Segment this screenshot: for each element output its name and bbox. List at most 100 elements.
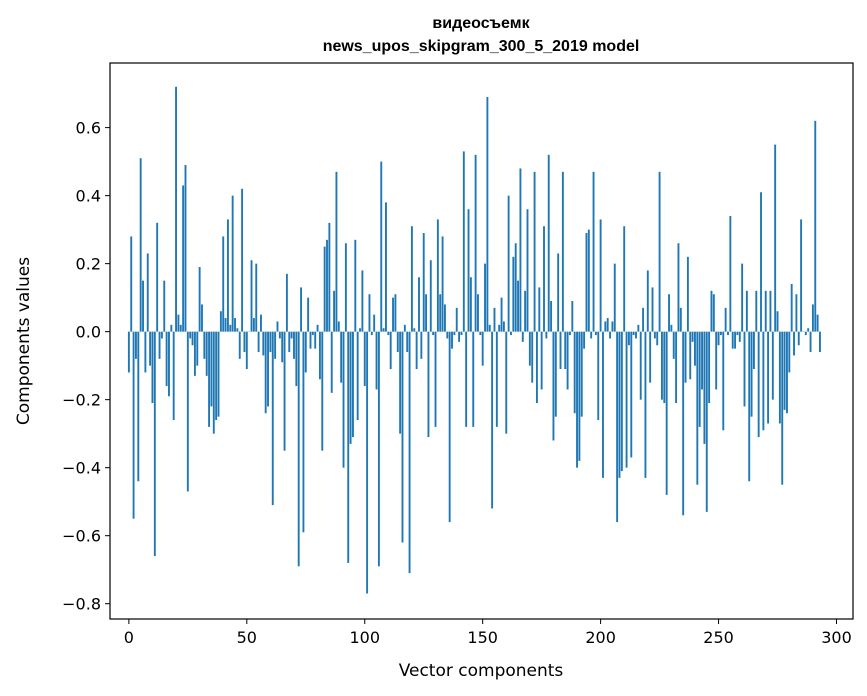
bar-127 [427,331,430,438]
bar-18 [170,324,173,332]
y-tick-label: −0.4 [62,459,101,478]
bar-287 [804,331,807,336]
bar-55 [257,331,260,353]
bar-112 [392,297,394,332]
bar-272 [769,290,772,332]
bar-149 [479,331,482,336]
bar-163 [512,256,515,332]
bar-231 [672,331,675,359]
bar-283 [795,294,798,332]
bar-53 [252,318,255,332]
bar-113 [394,294,397,332]
bar-175 [540,331,543,390]
bar-194 [585,233,588,332]
bar-198 [594,331,597,336]
bar-238 [689,331,692,380]
bar-7 [144,331,147,373]
bar-111 [389,331,392,370]
bar-42 [226,219,229,332]
bar-237 [686,256,689,332]
bar-118 [406,331,409,353]
bar-260 [741,263,744,332]
bar-254 [727,331,729,336]
bar-3 [135,331,137,359]
bar-268 [760,192,762,332]
bar-106 [377,331,380,567]
bar-242 [698,331,701,427]
bar-39 [219,311,222,332]
bar-152 [486,97,489,332]
bar-248 [712,294,715,332]
bar-236 [684,331,687,383]
bar-115 [399,331,402,434]
bar-87 [333,290,336,332]
bar-269 [762,331,765,431]
bar-225 [658,171,661,332]
bar-9 [149,331,152,366]
x-tick-label: 250 [703,628,734,647]
bar-250 [717,331,720,346]
bar-233 [677,243,680,332]
bar-131 [436,219,439,332]
bar-144 [467,209,470,332]
bar-14 [160,331,163,339]
bar-17 [168,331,170,397]
bar-40 [222,236,225,332]
x-tick-label: 100 [349,628,380,647]
bar-187 [569,331,571,336]
bar-281 [790,284,793,332]
bar-63 [276,321,279,332]
bar-137 [451,331,453,349]
x-axis-ticks: 0 50 100 150 200 250 300 [124,619,852,647]
bar-88 [335,171,338,332]
y-tick-label: −0.2 [62,391,101,410]
bar-60 [269,331,272,353]
bar-206 [613,263,616,332]
bar-214 [632,331,635,336]
bar-96 [354,239,357,332]
bar-207 [616,331,619,523]
bar-68 [288,331,291,353]
bar-147 [474,154,477,332]
bar-179 [550,301,553,332]
bar-67 [285,273,288,332]
bar-48 [241,188,244,332]
bar-50 [245,331,248,370]
bar-89 [337,321,340,332]
bar-134 [444,304,446,332]
bar-285 [800,219,803,332]
bar-288 [807,328,810,332]
bar-158 [500,297,503,332]
bar-126 [425,294,428,332]
bar-160 [505,331,508,434]
bar-276 [778,331,781,424]
bar-201 [602,331,604,478]
bar-90 [340,331,343,383]
bar-164 [514,243,517,332]
x-axis-label: Vector components [399,661,564,681]
x-tick-label: 0 [124,628,134,647]
bar-91 [342,331,345,468]
bar-19 [172,331,175,421]
bar-121 [413,328,416,332]
bar-25 [186,331,189,492]
bar-101 [366,331,369,594]
bar-291 [814,120,817,332]
bar-235 [682,331,685,516]
y-tick-label: −0.6 [62,527,101,546]
chart-title: видеосъемк news_upos_skipgram_300_5_2019… [323,15,640,55]
bar-264 [750,331,753,417]
bar-239 [691,331,694,342]
bar-234 [679,307,682,332]
bar-34 [208,331,211,427]
bar-252 [722,331,725,431]
bar-35 [210,331,213,407]
bar-161 [507,195,510,332]
bar-280 [788,331,791,373]
bar-37 [215,331,218,421]
bar-140 [458,331,461,342]
y-axis-ticks: 0.6 0.4 0.2 0.0 −0.2 −0.4 −0.6 −0.8 [62,119,110,614]
bar-80 [316,324,319,332]
plot-area-frame [109,62,854,620]
bar-28 [193,331,196,376]
